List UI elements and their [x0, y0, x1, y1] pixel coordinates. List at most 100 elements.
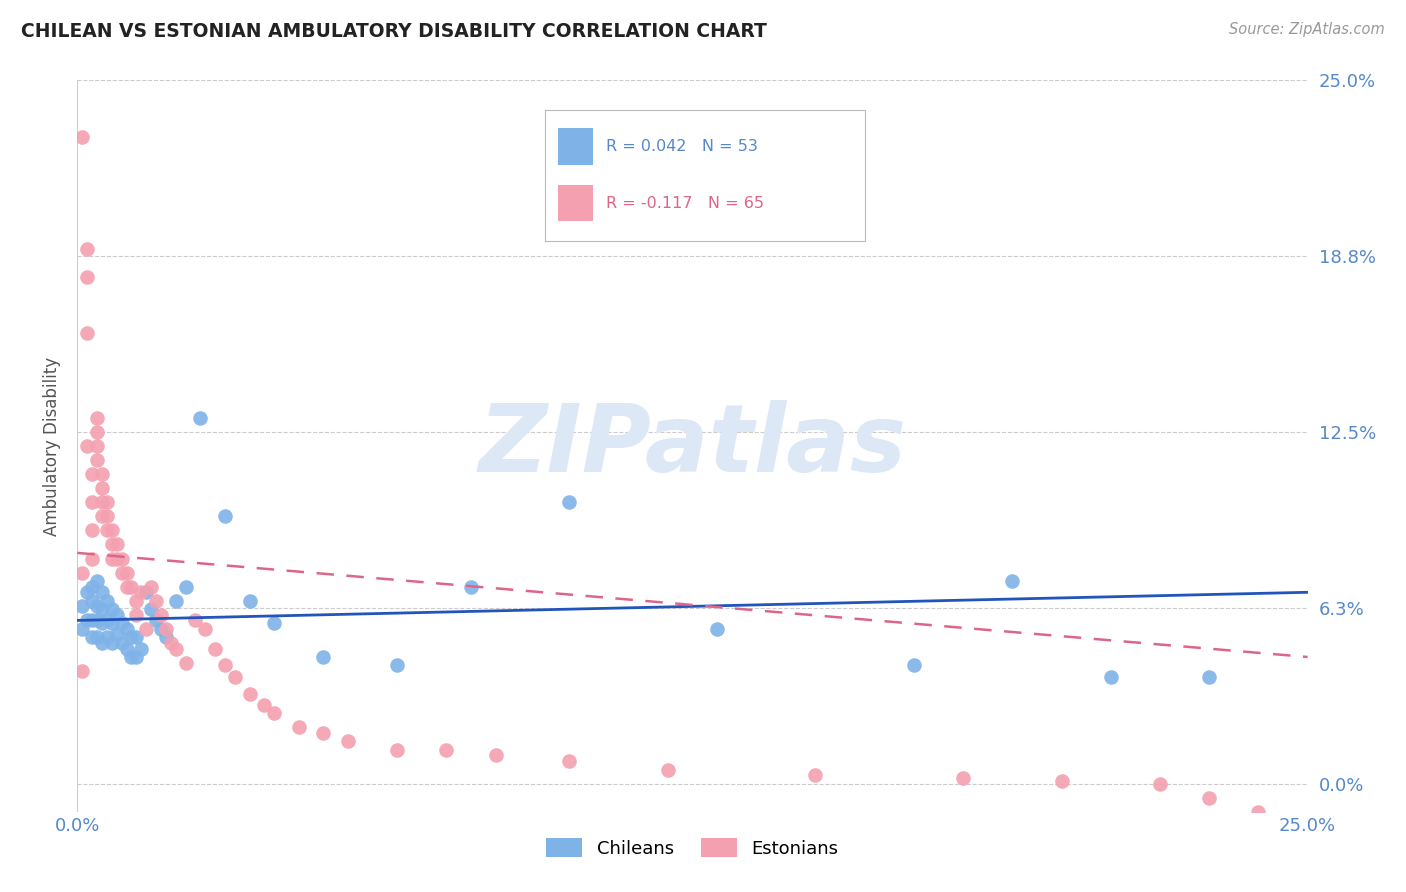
- Point: [115, 580, 138, 594]
- Point: [174, 580, 197, 594]
- Point: [101, 551, 124, 566]
- Point: [387, 658, 409, 673]
- Point: [1198, 790, 1220, 805]
- Point: [288, 720, 311, 734]
- Point: [96, 630, 118, 644]
- Point: [263, 616, 285, 631]
- Point: [337, 734, 360, 748]
- Point: [86, 410, 108, 425]
- Point: [111, 551, 132, 566]
- Point: [253, 698, 276, 712]
- Point: [125, 607, 148, 622]
- Point: [903, 658, 925, 673]
- Point: [436, 743, 458, 757]
- Point: [125, 593, 148, 607]
- Point: [150, 622, 173, 636]
- Legend: Chileans, Estonians: Chileans, Estonians: [538, 831, 846, 865]
- Point: [76, 326, 98, 341]
- Point: [96, 593, 118, 607]
- Point: [155, 622, 177, 636]
- Y-axis label: Ambulatory Disability: Ambulatory Disability: [44, 357, 62, 535]
- Point: [1099, 670, 1122, 684]
- Point: [86, 574, 108, 588]
- Text: ZIPatlas: ZIPatlas: [478, 400, 907, 492]
- Point: [135, 622, 157, 636]
- Point: [70, 599, 93, 614]
- Point: [82, 467, 104, 482]
- Point: [135, 585, 157, 599]
- Point: [239, 593, 262, 607]
- Point: [485, 748, 508, 763]
- Point: [125, 650, 148, 665]
- Point: [86, 614, 108, 628]
- Point: [86, 425, 108, 439]
- Point: [214, 658, 236, 673]
- Point: [96, 509, 118, 524]
- Point: [86, 453, 108, 467]
- Point: [460, 580, 482, 594]
- Point: [239, 687, 262, 701]
- Point: [121, 630, 143, 644]
- Point: [82, 524, 104, 538]
- Point: [70, 622, 93, 636]
- Point: [141, 580, 163, 594]
- Point: [1247, 805, 1270, 819]
- Point: [96, 524, 118, 538]
- Point: [82, 580, 104, 594]
- Point: [90, 602, 114, 616]
- Point: [90, 636, 114, 650]
- Text: CHILEAN VS ESTONIAN AMBULATORY DISABILITY CORRELATION CHART: CHILEAN VS ESTONIAN AMBULATORY DISABILIT…: [21, 22, 766, 41]
- Point: [657, 763, 679, 777]
- Point: [96, 495, 118, 509]
- Point: [86, 439, 108, 453]
- Point: [165, 593, 187, 607]
- Point: [952, 771, 974, 785]
- Point: [105, 607, 128, 622]
- Point: [70, 566, 93, 580]
- Point: [121, 650, 143, 665]
- Point: [86, 630, 108, 644]
- Point: [194, 622, 217, 636]
- Point: [145, 614, 167, 628]
- Point: [141, 602, 163, 616]
- Point: [82, 630, 104, 644]
- Point: [131, 585, 153, 599]
- Point: [82, 551, 104, 566]
- Point: [804, 768, 827, 782]
- Point: [160, 636, 183, 650]
- Point: [101, 524, 124, 538]
- Point: [121, 580, 143, 594]
- Point: [1001, 574, 1024, 588]
- Point: [312, 650, 335, 665]
- Point: [101, 602, 124, 616]
- Point: [96, 614, 118, 628]
- Point: [115, 622, 138, 636]
- Point: [76, 242, 98, 256]
- Point: [82, 593, 104, 607]
- Point: [111, 636, 132, 650]
- Point: [90, 467, 114, 482]
- Point: [111, 566, 132, 580]
- Point: [101, 636, 124, 650]
- Point: [115, 641, 138, 656]
- Point: [70, 664, 93, 678]
- Point: [155, 630, 177, 644]
- Point: [101, 616, 124, 631]
- Point: [70, 129, 93, 144]
- Text: Source: ZipAtlas.com: Source: ZipAtlas.com: [1229, 22, 1385, 37]
- Point: [86, 599, 108, 614]
- Point: [82, 495, 104, 509]
- Point: [312, 726, 335, 740]
- Point: [76, 585, 98, 599]
- Point: [1050, 773, 1073, 788]
- Point: [145, 593, 167, 607]
- Point: [115, 566, 138, 580]
- Point: [387, 743, 409, 757]
- Point: [184, 614, 207, 628]
- Point: [165, 641, 187, 656]
- Point: [214, 509, 236, 524]
- Point: [101, 537, 124, 551]
- Point: [131, 641, 153, 656]
- Point: [224, 670, 246, 684]
- Point: [90, 616, 114, 631]
